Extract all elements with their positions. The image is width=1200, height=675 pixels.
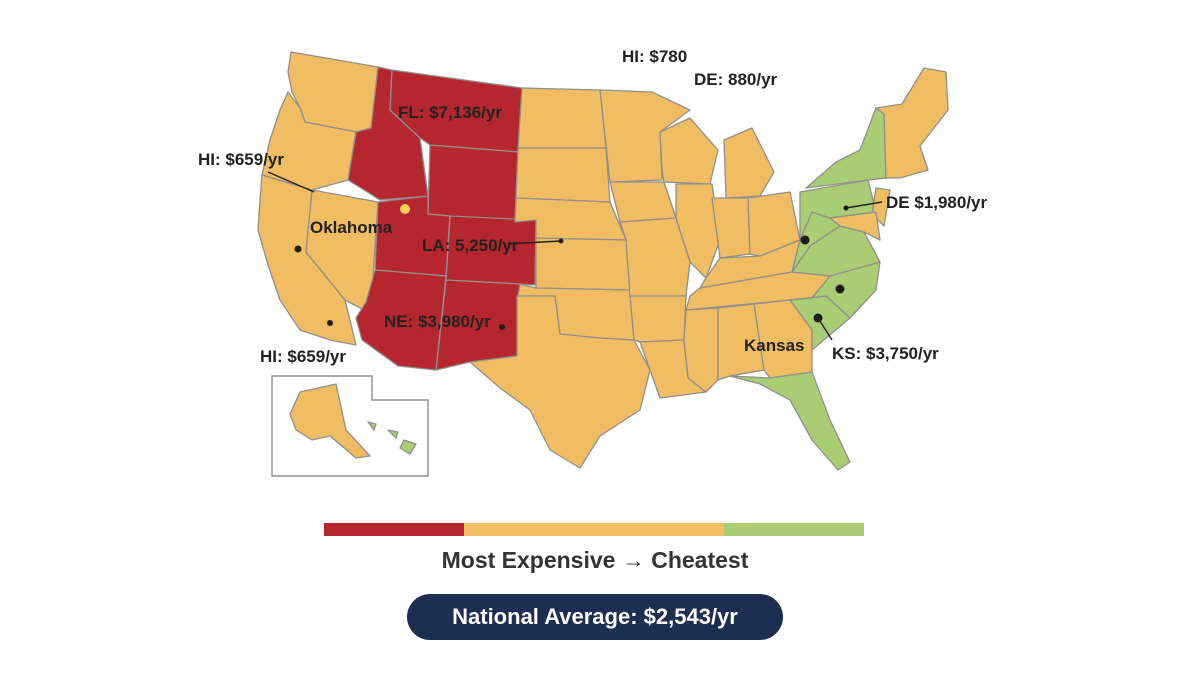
map-labels: HI: $780 DE: 880/yr FL: $7,136/yr HI: $6… <box>198 47 988 366</box>
state-mississippi[interactable] <box>683 307 719 393</box>
marker-hi-659-bottom <box>327 320 333 326</box>
state-alaska[interactable] <box>289 383 371 459</box>
state-colorado[interactable] <box>445 215 537 286</box>
marker-oklahoma <box>294 245 302 253</box>
state-michigan[interactable] <box>723 127 775 199</box>
state-kansas[interactable] <box>535 237 631 291</box>
legend-segment-2 <box>723 523 864 536</box>
state-arkansas[interactable] <box>629 295 687 343</box>
marker-wv <box>800 235 810 245</box>
state-new-york[interactable] <box>805 107 887 189</box>
legend-segment-0 <box>324 523 465 536</box>
marker-ne <box>499 324 505 330</box>
state-north-dakota[interactable] <box>517 87 607 149</box>
label-de-1980: DE $1,980/yr <box>886 193 988 212</box>
legend-caption: Most Expensive → Cheatest <box>441 547 749 573</box>
legend-gradient-bar <box>324 523 864 536</box>
state-wyoming[interactable] <box>427 144 519 223</box>
marker-nc <box>835 284 845 294</box>
alaska-hawaii-inset <box>271 375 429 477</box>
state-south-dakota[interactable] <box>515 147 611 203</box>
label-ne-3980: NE: $3,980/yr <box>384 312 491 331</box>
state-florida[interactable] <box>729 371 851 471</box>
label-hi-780: HI: $780 <box>622 47 687 66</box>
label-hi-659-bottom: HI: $659/yr <box>260 347 346 366</box>
label-de-880: DE: 880/yr <box>694 70 778 89</box>
state-maryland[interactable] <box>829 211 881 241</box>
state-wisconsin[interactable] <box>659 117 719 185</box>
state-new-england[interactable] <box>875 67 949 179</box>
leader-hi-659-top <box>267 171 315 193</box>
marker-de-1980 <box>843 205 849 211</box>
marker-yellow-point <box>400 204 410 214</box>
leader-de-1980 <box>845 201 883 209</box>
state-alabama[interactable] <box>717 303 765 381</box>
leader-ks <box>817 317 833 341</box>
us-choropleth-map: HI: $780 DE: 880/yr FL: $7,136/yr HI: $6… <box>198 47 988 477</box>
leader-la <box>507 240 561 245</box>
label-fl-7136: FL: $7,136/yr <box>398 103 502 122</box>
state-oregon[interactable] <box>261 91 357 191</box>
label-hi-659-top: HI: $659/yr <box>198 150 284 169</box>
annotation-markers <box>267 171 883 341</box>
label-ks-3750: KS: $3,750/yr <box>832 344 939 363</box>
legend-segment-1 <box>464 523 724 536</box>
label-la-5250: LA: 5,250/yr <box>422 236 519 255</box>
state-texas[interactable] <box>469 295 651 469</box>
state-indiana[interactable] <box>711 197 751 259</box>
inset-frame <box>271 375 429 477</box>
state-hawaii[interactable] <box>367 421 417 455</box>
state-iowa[interactable] <box>609 181 677 223</box>
national-average-badge: National Average: $2,543/yr <box>407 594 783 640</box>
marker-la <box>558 238 564 244</box>
label-oklahoma: Oklahoma <box>310 218 393 237</box>
states-layer <box>257 51 949 471</box>
label-kansas: Kansas <box>744 336 804 355</box>
